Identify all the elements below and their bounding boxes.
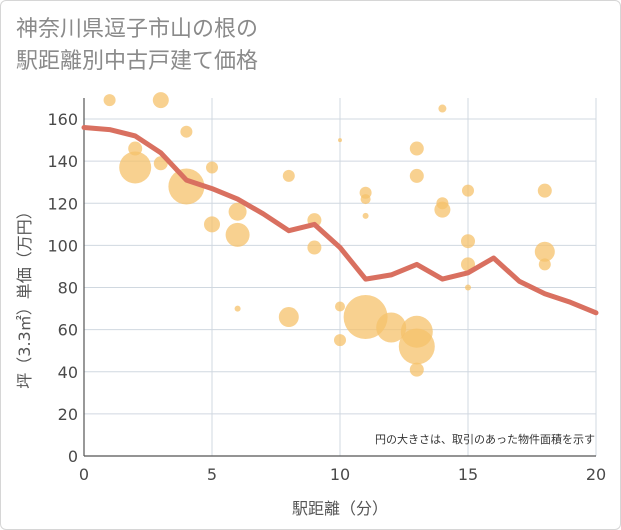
tick-labels: 0 20 40 60 80 100 120 140 160 0 5 10 15 20: [47, 110, 606, 484]
y-axis-title: 坪（3.3㎡）単価（万円）: [15, 203, 34, 388]
bubble-point: [338, 138, 342, 143]
bubble-point: [409, 141, 424, 156]
x-tick-label: 5: [207, 465, 217, 484]
y-tick-label: 120: [47, 194, 78, 213]
bubble-point: [225, 222, 250, 247]
bubble-point: [168, 168, 205, 205]
y-tick-label: 20: [58, 405, 78, 424]
bubble-point: [534, 241, 555, 262]
bubble-point: [204, 216, 220, 233]
y-tick-label: 60: [58, 321, 78, 340]
bubble-point: [228, 202, 247, 221]
bubble-series: [103, 92, 555, 377]
bubble-point: [461, 257, 475, 272]
trend-series: [81, 125, 599, 316]
axes: [83, 98, 596, 457]
bubble-point: [103, 94, 116, 107]
y-tick-label: 0: [68, 447, 78, 466]
bubble-size-note: 円の大きさは、取引のあった物件面積を示す: [375, 432, 595, 446]
chart-title: 神奈川県逗子市山の根の 駅距離別中古戸建て価格: [16, 14, 258, 78]
y-tick-label: 100: [47, 236, 78, 255]
bubble-point: [234, 305, 241, 312]
bubble-point: [376, 312, 407, 343]
bubble-point: [461, 234, 475, 249]
bubble-point: [398, 328, 435, 365]
y-tick-label: 40: [58, 363, 78, 382]
chart-title-line-1: 神奈川県逗子市山の根の: [16, 17, 259, 42]
bubble-point: [362, 212, 369, 219]
bubble-point: [152, 92, 169, 109]
x-axis-title: 駅距離（分）: [292, 499, 388, 518]
bubble-point: [538, 258, 551, 271]
bubble-point: [360, 194, 371, 205]
x-tick-label: 0: [79, 465, 89, 484]
bubble-point: [282, 169, 295, 182]
bubble-point: [409, 168, 424, 183]
bubble-point: [335, 301, 345, 312]
y-tick-label: 140: [47, 152, 78, 171]
bubble-point: [537, 183, 552, 198]
y-tick-label: 160: [47, 110, 78, 129]
bubble-point: [119, 151, 152, 184]
bubble-point: [180, 125, 193, 138]
bubble-point: [206, 161, 218, 174]
bubble-point: [462, 184, 474, 197]
y-tick-label: 80: [58, 279, 78, 298]
x-tick-label: 20: [586, 465, 606, 484]
trend-line: [81, 125, 599, 316]
bubble-point: [307, 240, 322, 255]
x-tick-label: 15: [458, 465, 478, 484]
bubble-point: [128, 141, 143, 156]
bubble-point: [334, 334, 346, 347]
x-tick-label: 10: [330, 465, 350, 484]
bubble-point: [409, 362, 424, 377]
bubble-point: [434, 201, 451, 218]
bubble-point: [465, 284, 471, 291]
bubble-point: [278, 307, 299, 328]
bubble-point: [438, 104, 447, 113]
chart-title-line-2: 駅距離別中古戸建て価格: [16, 49, 259, 74]
